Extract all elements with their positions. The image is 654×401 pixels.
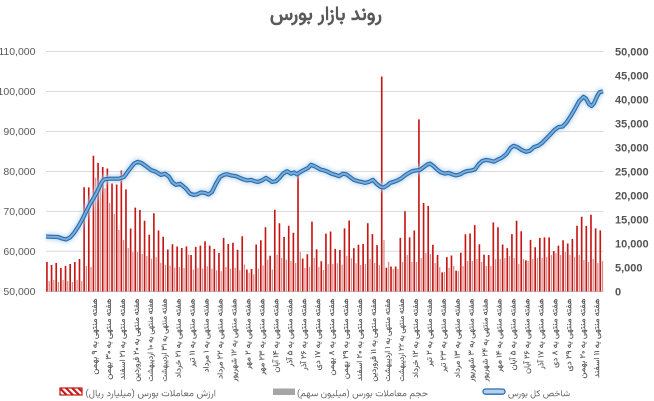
svg-text:30,000: 30,000 <box>615 143 649 155</box>
svg-text:50,000: 50,000 <box>615 47 649 59</box>
svg-text:50,000: 50,000 <box>3 286 35 298</box>
svg-text:40,000: 40,000 <box>615 95 649 107</box>
svg-text:35,000: 35,000 <box>615 119 649 131</box>
svg-text:110,000: 110,000 <box>0 46 36 58</box>
svg-text:80,000: 80,000 <box>3 166 35 178</box>
svg-text:45,000: 45,000 <box>615 71 649 83</box>
svg-text:60,000: 60,000 <box>3 246 35 258</box>
svg-text:100,000: 100,000 <box>0 86 36 98</box>
svg-text:0: 0 <box>615 287 621 299</box>
svg-text:10,000: 10,000 <box>615 239 649 251</box>
svg-text:20,000: 20,000 <box>615 191 649 203</box>
svg-text:70,000: 70,000 <box>3 206 35 218</box>
svg-text:15,000: 15,000 <box>615 215 649 227</box>
svg-text:25,000: 25,000 <box>615 167 649 179</box>
svg-text:5,000: 5,000 <box>615 263 643 275</box>
svg-text:90,000: 90,000 <box>3 126 35 138</box>
